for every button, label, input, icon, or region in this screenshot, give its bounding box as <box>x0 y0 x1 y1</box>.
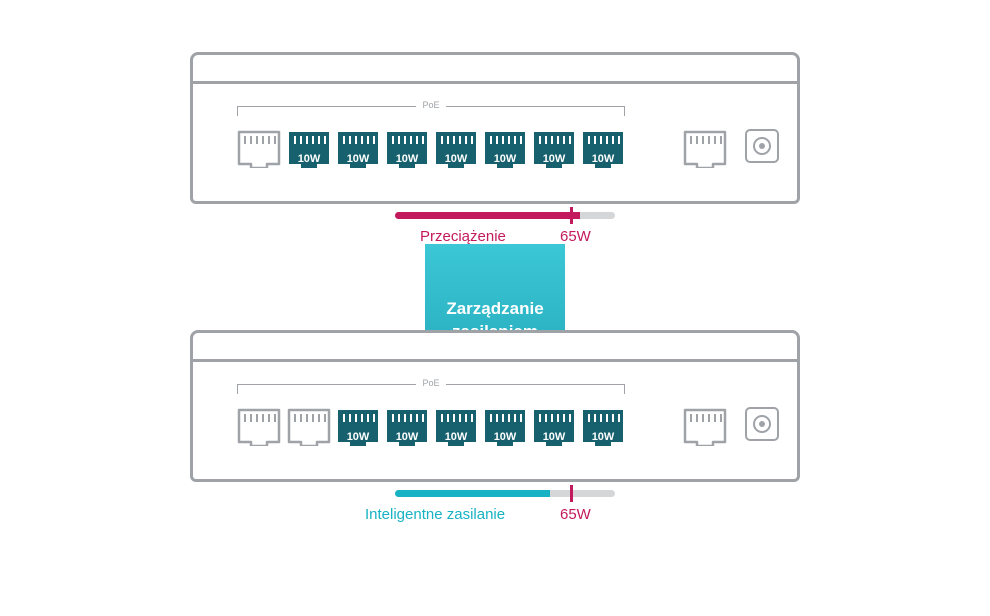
rj45-port-active: 10W <box>483 124 527 168</box>
switch-device-bottom: PoE 10W 10W <box>190 330 800 482</box>
port-wattage-label: 10W <box>434 431 478 443</box>
rj45-port-active: 10W <box>483 402 527 446</box>
power-bar-limit-tick-bottom <box>570 485 573 502</box>
port-wattage-label: 10W <box>336 153 380 165</box>
switch-device-top: PoE 10W 10W 10W <box>190 52 800 204</box>
power-bar-fill-bottom <box>395 490 550 497</box>
port-wattage-label: 10W <box>581 153 625 165</box>
rj45-port-empty <box>237 402 281 446</box>
rj45-port-active: 10W <box>581 402 625 446</box>
rj45-port-active: 10W <box>336 402 380 446</box>
rj45-port-active: 10W <box>385 402 429 446</box>
power-bar-status-label-bottom: Inteligentne zasilanie <box>365 506 505 523</box>
power-bar-limit-tick-top <box>570 207 573 224</box>
power-bar-fill-top <box>395 212 580 219</box>
port-wattage-label: 10W <box>532 431 576 443</box>
rj45-port-active: 10W <box>385 124 429 168</box>
poe-label: PoE <box>416 378 446 388</box>
port-wattage-label: 10W <box>434 153 478 165</box>
poe-label: PoE <box>416 100 446 110</box>
arrow-caption-line1: Zarządzanie <box>446 299 543 318</box>
diagram-canvas: PoE 10W 10W 10W <box>0 0 990 616</box>
power-jack <box>745 407 779 441</box>
switch-lid <box>190 52 800 84</box>
rj45-port-active: 10W <box>434 124 478 168</box>
rj45-port-active: 10W <box>434 402 478 446</box>
rj45-port-active: 10W <box>287 124 331 168</box>
rj45-port-active: 10W <box>581 124 625 168</box>
switch-body: PoE 10W 10W <box>190 362 800 482</box>
port-wattage-label: 10W <box>483 153 527 165</box>
uplink-port <box>683 124 727 168</box>
rj45-port-empty <box>287 402 331 446</box>
rj45-port-active: 10W <box>336 124 380 168</box>
rj45-port-active: 10W <box>532 402 576 446</box>
uplink-port <box>683 402 727 446</box>
port-wattage-label: 10W <box>532 153 576 165</box>
port-wattage-label: 10W <box>287 153 331 165</box>
power-bar-watt-label-bottom: 65W <box>560 506 591 523</box>
rj45-port-active: 10W <box>532 124 576 168</box>
port-wattage-label: 10W <box>581 431 625 443</box>
switch-lid <box>190 330 800 362</box>
power-jack <box>745 129 779 163</box>
switch-body: PoE 10W 10W 10W <box>190 84 800 204</box>
port-wattage-label: 10W <box>385 153 429 165</box>
rj45-port-empty <box>237 124 281 168</box>
port-wattage-label: 10W <box>483 431 527 443</box>
port-wattage-label: 10W <box>336 431 380 443</box>
port-wattage-label: 10W <box>385 431 429 443</box>
